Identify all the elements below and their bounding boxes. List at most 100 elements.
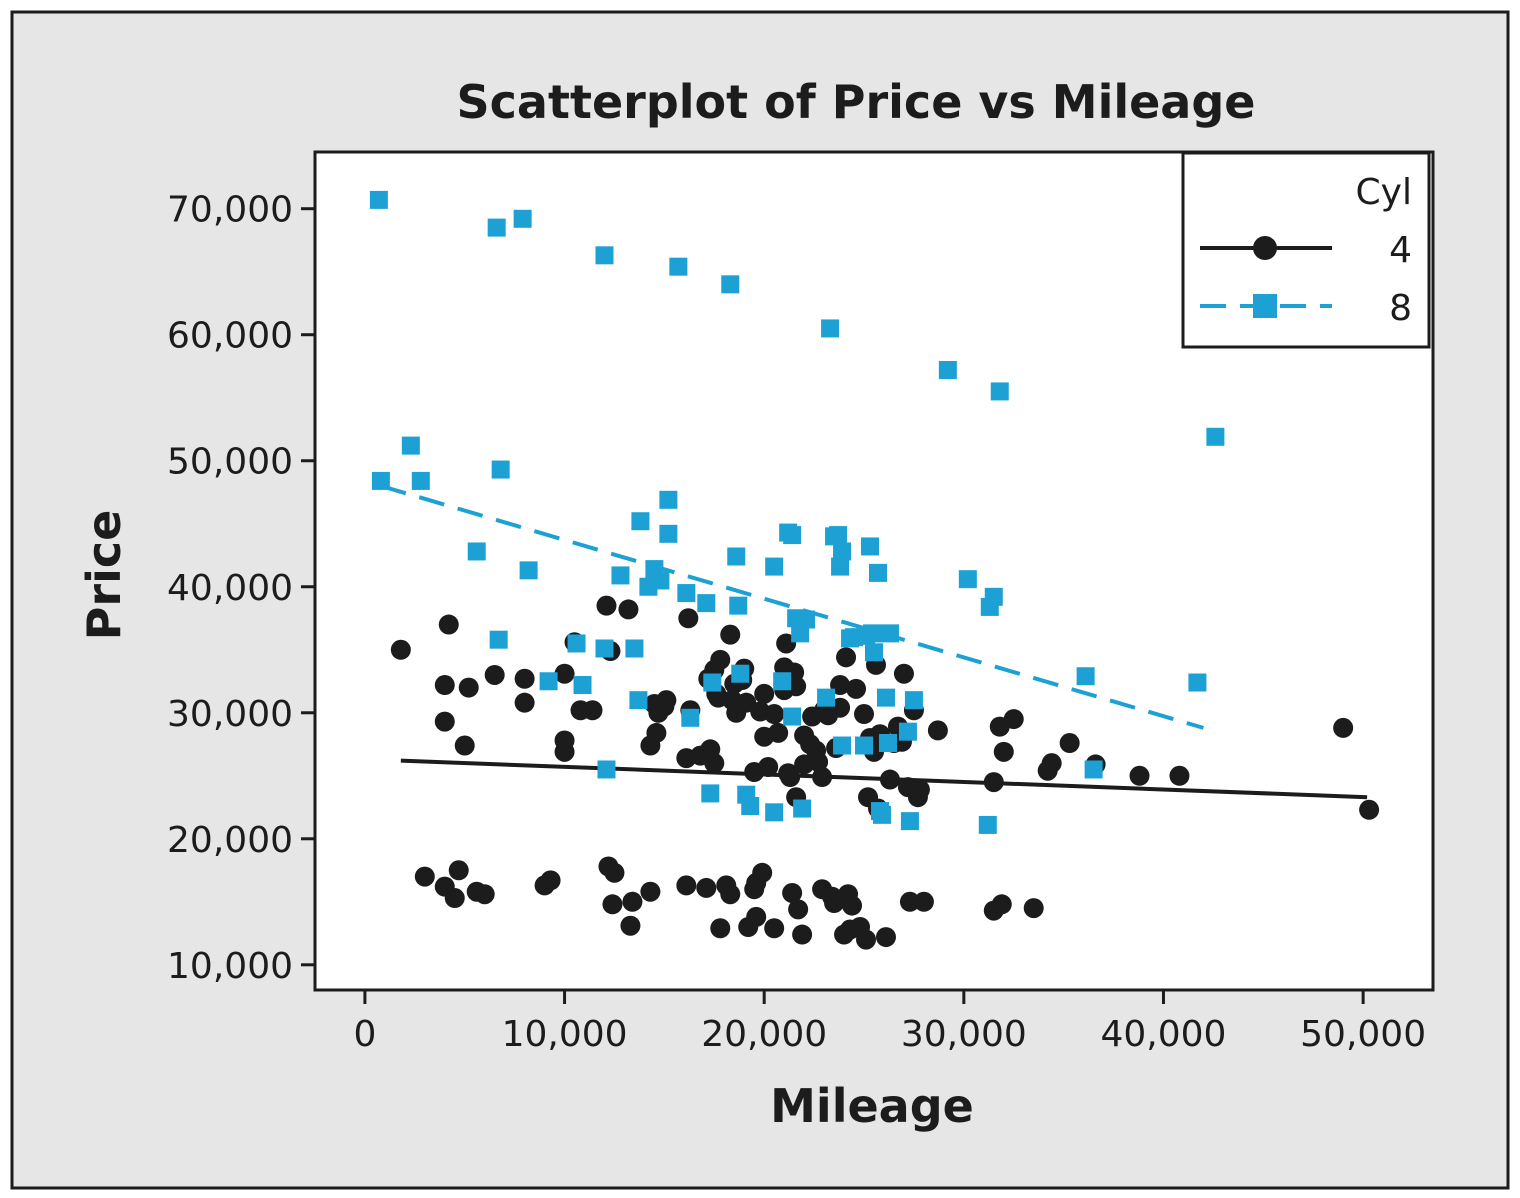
data-point-cyl-8: [793, 799, 812, 818]
data-point-cyl-8: [595, 639, 614, 658]
data-point-cyl-4: [836, 647, 857, 668]
data-point-cyl-8: [741, 797, 760, 816]
data-points: [369, 190, 1380, 950]
data-point-cyl-8: [669, 257, 688, 276]
data-point-cyl-8: [898, 722, 917, 741]
y-tick-label: 70,000: [167, 190, 293, 231]
data-point-cyl-4: [808, 751, 829, 772]
data-point-cyl-8: [783, 526, 802, 545]
data-point-cyl-4: [678, 608, 699, 629]
data-point-cyl-8: [855, 736, 874, 755]
data-point-cyl-4: [983, 772, 1004, 793]
data-point-cyl-8: [539, 672, 558, 691]
data-point-cyl-4: [434, 675, 455, 696]
data-point-cyl-8: [865, 643, 883, 662]
data-point-cyl-4: [758, 756, 779, 777]
data-point-cyl-4: [454, 735, 475, 756]
data-point-cyl-4: [696, 877, 717, 898]
data-point-cyl-8: [697, 594, 716, 613]
y-tick-label: 40,000: [167, 568, 293, 609]
data-point-cyl-8: [701, 784, 720, 803]
data-point-cyl-4: [768, 722, 789, 743]
data-point-cyl-4: [720, 624, 741, 645]
data-point-cyl-4: [899, 891, 920, 912]
x-axis-title: Mileage: [770, 1079, 974, 1133]
data-point-cyl-4: [854, 704, 875, 725]
data-point-cyl-4: [554, 663, 575, 684]
data-point-cyl-4: [444, 888, 465, 909]
data-point-cyl-8: [984, 587, 1003, 606]
data-point-cyl-4: [792, 924, 813, 945]
data-point-cyl-8: [817, 688, 836, 707]
data-point-cyl-8: [659, 490, 678, 509]
data-point-cyl-8: [651, 571, 670, 590]
data-point-cyl-8: [513, 209, 532, 228]
data-point-cyl-4: [622, 891, 643, 912]
x-tick-label: 40,000: [1100, 1014, 1226, 1055]
data-point-cyl-4: [927, 720, 948, 741]
data-point-cyl-8: [729, 596, 748, 615]
data-point-cyl-4: [656, 690, 677, 711]
data-point-cyl-4: [438, 614, 459, 635]
y-axis-title: Price: [77, 510, 131, 641]
chart-title: Scatterplot of Price vs Mileage: [457, 75, 1256, 129]
data-point-cyl-4: [582, 700, 603, 721]
data-point-cyl-4: [620, 915, 641, 936]
data-point-cyl-4: [474, 884, 495, 905]
legend-label-8: 8: [1389, 288, 1412, 329]
data-point-cyl-8: [765, 803, 784, 822]
y-tick-label: 20,000: [167, 820, 293, 861]
data-point-cyl-4: [710, 649, 731, 670]
trend-line-8: [380, 484, 1204, 730]
data-point-cyl-4: [752, 862, 773, 883]
data-point-cyl-8: [681, 708, 700, 727]
data-point-cyl-8: [1076, 667, 1095, 686]
data-point-cyl-8: [731, 664, 750, 683]
data-point-cyl-4: [746, 906, 767, 927]
data-point-cyl-4: [618, 599, 639, 620]
data-point-cyl-8: [371, 471, 390, 490]
data-point-cyl-4: [704, 753, 725, 774]
data-point-cyl-8: [876, 688, 895, 707]
x-tick-label: 30,000: [901, 1014, 1027, 1055]
data-point-cyl-4: [604, 862, 625, 883]
data-point-cyl-8: [703, 673, 722, 692]
data-point-cyl-8: [868, 563, 887, 582]
data-point-cyl-8: [821, 319, 840, 338]
data-point-cyl-4: [448, 860, 469, 881]
data-point-cyl-4: [1059, 733, 1080, 754]
x-tick-label: 0: [353, 1014, 376, 1055]
data-point-cyl-4: [1003, 709, 1024, 730]
data-point-cyl-4: [1023, 898, 1044, 919]
data-point-cyl-4: [414, 866, 435, 887]
data-point-cyl-4: [458, 677, 479, 698]
data-point-cyl-8: [791, 624, 810, 643]
data-point-cyl-8: [489, 630, 508, 649]
data-point-cyl-8: [727, 547, 746, 566]
data-point-cyl-4: [764, 704, 785, 725]
data-point-cyl-4: [913, 891, 934, 912]
data-point-cyl-4: [1333, 717, 1354, 738]
data-point-cyl-8: [833, 542, 852, 561]
data-point-cyl-4: [1129, 765, 1150, 786]
data-point-cyl-4: [754, 683, 775, 704]
data-point-cyl-4: [434, 711, 455, 732]
data-point-cyl-4: [602, 894, 623, 915]
data-point-cyl-4: [764, 918, 785, 939]
data-point-cyl-4: [893, 663, 914, 684]
data-point-cyl-4: [554, 741, 575, 762]
data-point-cyl-8: [1188, 673, 1207, 692]
data-point-cyl-8: [978, 815, 997, 834]
data-point-cyl-4: [788, 899, 809, 920]
data-point-cyl-4: [782, 882, 803, 903]
x-tick-label: 50,000: [1300, 1014, 1426, 1055]
data-point-cyl-8: [829, 526, 848, 545]
data-point-cyl-8: [369, 190, 388, 209]
data-point-cyl-4: [879, 769, 900, 790]
data-point-cyl-4: [640, 881, 661, 902]
data-point-cyl-8: [783, 707, 802, 726]
data-point-cyl-8: [595, 246, 614, 265]
data-point-cyl-8: [467, 542, 486, 561]
y-tick-label: 60,000: [167, 316, 293, 357]
data-point-cyl-8: [872, 805, 891, 824]
